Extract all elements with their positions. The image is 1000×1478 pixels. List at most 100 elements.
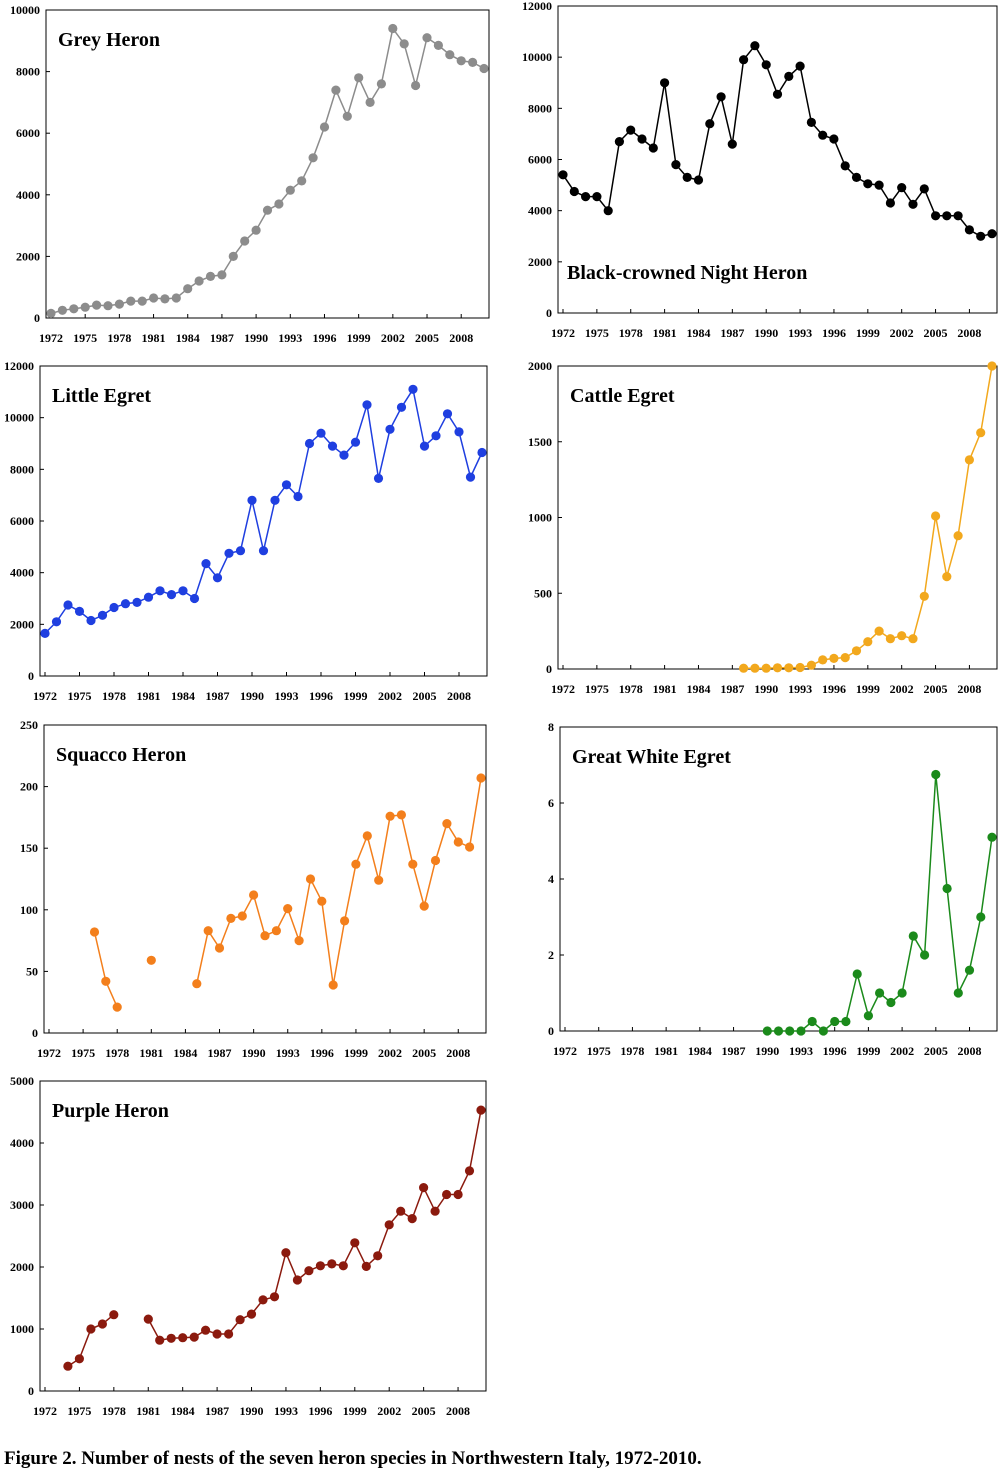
data-point [454,427,464,437]
data-point [603,206,613,216]
data-point [205,271,216,281]
data-point [328,980,338,990]
data-point [863,1011,874,1021]
y-tick-label: 2000 [10,1260,34,1274]
x-tick-label: 2008 [958,1044,982,1058]
data-point [304,438,315,449]
data-point [160,294,170,304]
x-tick-label: 2002 [890,1044,914,1058]
data-point [830,1016,840,1027]
x-tick-label: 1984 [686,682,710,696]
data-point [224,548,234,558]
panel-purple-heron: 0 1000 2000 3000 4000 5000 1972 1975 1978 1981 198… [10,1074,487,1418]
data-point [385,424,395,434]
data-point [112,1002,122,1012]
x-tick-label: 2002 [890,326,914,340]
data-point [351,859,361,869]
x-tick-label: 1981 [653,326,677,340]
data-point [851,172,862,182]
data-point [226,913,236,924]
data-point [795,662,805,673]
data-point [269,1292,280,1302]
data-point [739,55,749,65]
data-point [294,936,304,946]
data-point [897,183,907,193]
data-point [953,531,963,541]
data-point [192,979,202,989]
data-point [818,130,828,140]
y-tick-label: 250 [20,718,38,732]
y-tick-label: 1000 [528,511,552,525]
x-tick-label: 1990 [755,1044,779,1058]
data-point [316,428,326,438]
data-point [931,211,941,221]
x-tick-label: 1978 [102,1404,126,1418]
x-tick-label: 1990 [240,689,264,703]
data-point [422,33,432,43]
data-point [327,441,338,451]
series-line [743,365,993,669]
x-tick-label: 1984 [173,1046,197,1060]
data-point [109,602,119,613]
x-tick-label: 2002 [890,682,914,696]
data-point [396,810,406,820]
data-point [171,293,181,303]
data-point [818,1026,829,1036]
x-tick-label: 1975 [71,1046,95,1060]
data-point [249,890,259,900]
data-point [217,270,227,280]
data-point [97,610,108,620]
data-point [863,637,873,647]
data-point [739,663,749,673]
plot-frame [45,9,490,319]
x-tick-label: 1993 [276,1046,300,1060]
x-tick-label: 1972 [33,689,57,703]
data-point [235,1315,245,1325]
data-point [240,236,250,246]
data-point [270,495,280,505]
data-point [228,251,238,261]
x-tick-label: 1975 [73,331,97,345]
data-point [385,811,395,821]
data-point [212,573,223,583]
data-point [693,175,704,185]
y-tick-label: 0 [546,306,552,320]
data-point [445,50,455,60]
data-point [863,179,873,189]
data-point [57,305,67,315]
x-tick-label: 1999 [347,331,371,345]
data-point [614,137,625,147]
panel-title: Little Egret [52,385,151,407]
data-point [350,437,361,447]
y-tick-label: 2000 [16,249,40,263]
data-point [987,832,997,842]
x-tick-label: 1999 [344,689,368,703]
panel-title: Black-crowned Night Heron [567,262,807,284]
data-point [292,1275,302,1285]
x-tick-label: 1999 [343,1404,367,1418]
plot-frame [43,724,487,1034]
x-tick-label: 1996 [309,689,333,703]
data-point [120,599,131,609]
data-point [69,304,79,314]
data-point [183,284,193,294]
data-point [953,211,963,221]
data-point [132,597,142,608]
data-point [214,943,225,953]
data-point [976,912,986,922]
x-tick-label: 1984 [176,331,200,345]
data-point [74,606,85,617]
data-point [408,859,418,869]
data-point [920,950,930,960]
x-tick-label: 2008 [446,1046,470,1060]
data-point [885,198,896,208]
x-tick-label: 1972 [551,326,575,340]
data-point [874,180,884,190]
x-tick-label: 2002 [381,331,405,345]
x-tick-label: 1990 [244,331,268,345]
data-point [178,1333,188,1343]
x-tick-label: 1999 [856,326,880,340]
data-point [476,1105,486,1115]
data-point [293,491,303,502]
